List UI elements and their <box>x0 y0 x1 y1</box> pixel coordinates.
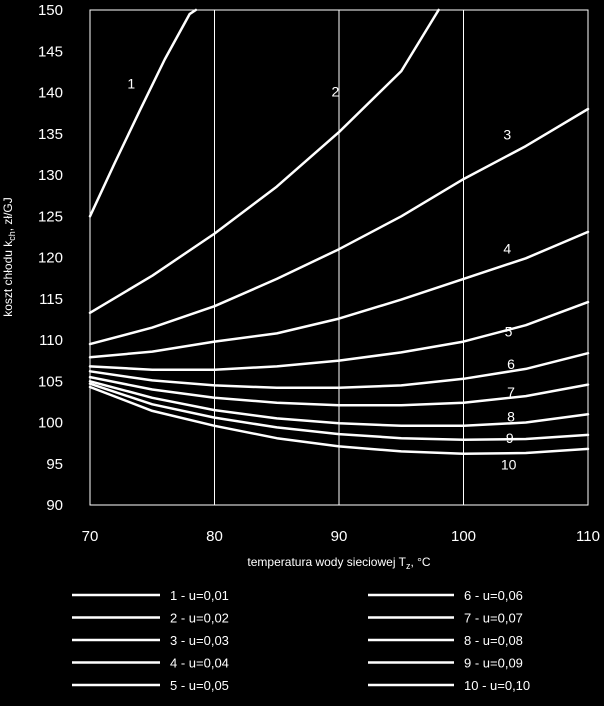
x-tick-label: 70 <box>82 528 99 545</box>
x-axis-title: temperatura wody sieciowej Tz, °C <box>247 555 430 571</box>
legend-entry: 9 - u=0,09 <box>464 656 523 671</box>
y-tick-label: 140 <box>38 85 63 102</box>
y-axis-title-unit: , zł/GJ <box>1 197 15 231</box>
series-line-7 <box>88 375 590 407</box>
y-axis-title-main: koszt chłodu k <box>1 240 15 317</box>
legend-entry: 8 - u=0,08 <box>464 633 523 648</box>
y-axis-title-sub: ch <box>7 231 17 241</box>
legend-entry: 1 - u=0,01 <box>170 588 229 603</box>
y-axis-title: koszt chłodu kch, zł/GJ <box>1 197 17 317</box>
curve-label-4: 4 <box>503 240 511 256</box>
legend-entry: 7 - u=0,07 <box>464 611 523 626</box>
curve-label-8: 8 <box>507 409 515 425</box>
legend-entry: 2 - u=0,02 <box>170 611 229 626</box>
y-tick-label: 130 <box>38 167 63 184</box>
curve-label-1: 1 <box>127 75 135 91</box>
legend-entry: 6 - u=0,06 <box>464 588 523 603</box>
curve-label-10: 10 <box>501 457 517 473</box>
legend-entry: 10 - u=0,10 <box>464 678 530 693</box>
x-tick-label: 100 <box>451 528 476 545</box>
x-tick-label: 90 <box>331 528 348 545</box>
y-tick-label: 90 <box>46 497 63 514</box>
series-line-2 <box>88 8 440 315</box>
series-line-8 <box>88 380 590 428</box>
series-line-3 <box>88 107 590 346</box>
series-line-1 <box>88 8 198 218</box>
curve-label-7: 7 <box>507 384 515 400</box>
legend-entry: 5 - u=0,05 <box>170 678 229 693</box>
series-line-9 <box>88 382 590 442</box>
series-line-4 <box>88 230 590 359</box>
curve-label-5: 5 <box>505 324 513 340</box>
series-line-6 <box>88 351 590 390</box>
x-tick-label: 110 <box>576 528 600 545</box>
y-tick-label: 125 <box>38 208 63 225</box>
y-tick-label: 95 <box>46 456 63 473</box>
legend: 1 - u=0,01 2 - u=0,02 3 - u=0,03 4 - u=0,04… <box>72 588 530 693</box>
y-tick-label: 135 <box>38 126 63 143</box>
y-tick-label: 120 <box>38 250 63 267</box>
y-tick-label: 105 <box>38 373 63 390</box>
y-tick-label: 145 <box>38 43 63 60</box>
y-tick-label: 115 <box>39 291 63 308</box>
series-line-10 <box>88 385 590 456</box>
curve-label-2: 2 <box>332 84 340 100</box>
x-axis-title-sub: z <box>406 561 411 571</box>
series-lines <box>88 8 590 456</box>
y-tick-label: 150 <box>38 2 63 19</box>
x-tick-label: 80 <box>206 528 223 545</box>
x-axis-title-main: temperatura wody sieciowej T <box>247 555 406 569</box>
curve-label-3: 3 <box>503 127 511 143</box>
y-tick-label: 100 <box>38 415 63 432</box>
curve-label-9: 9 <box>506 430 514 446</box>
curve-label-6: 6 <box>507 356 515 372</box>
series-line-5 <box>88 300 590 371</box>
legend-entry: 4 - u=0,04 <box>170 656 229 671</box>
y-tick-label: 110 <box>39 332 63 349</box>
x-axis-title-unit: , °C <box>410 555 430 569</box>
legend-entry: 3 - u=0,03 <box>170 633 229 648</box>
curve-labels: 1 2 3 4 5 6 7 8 9 10 <box>127 75 516 472</box>
